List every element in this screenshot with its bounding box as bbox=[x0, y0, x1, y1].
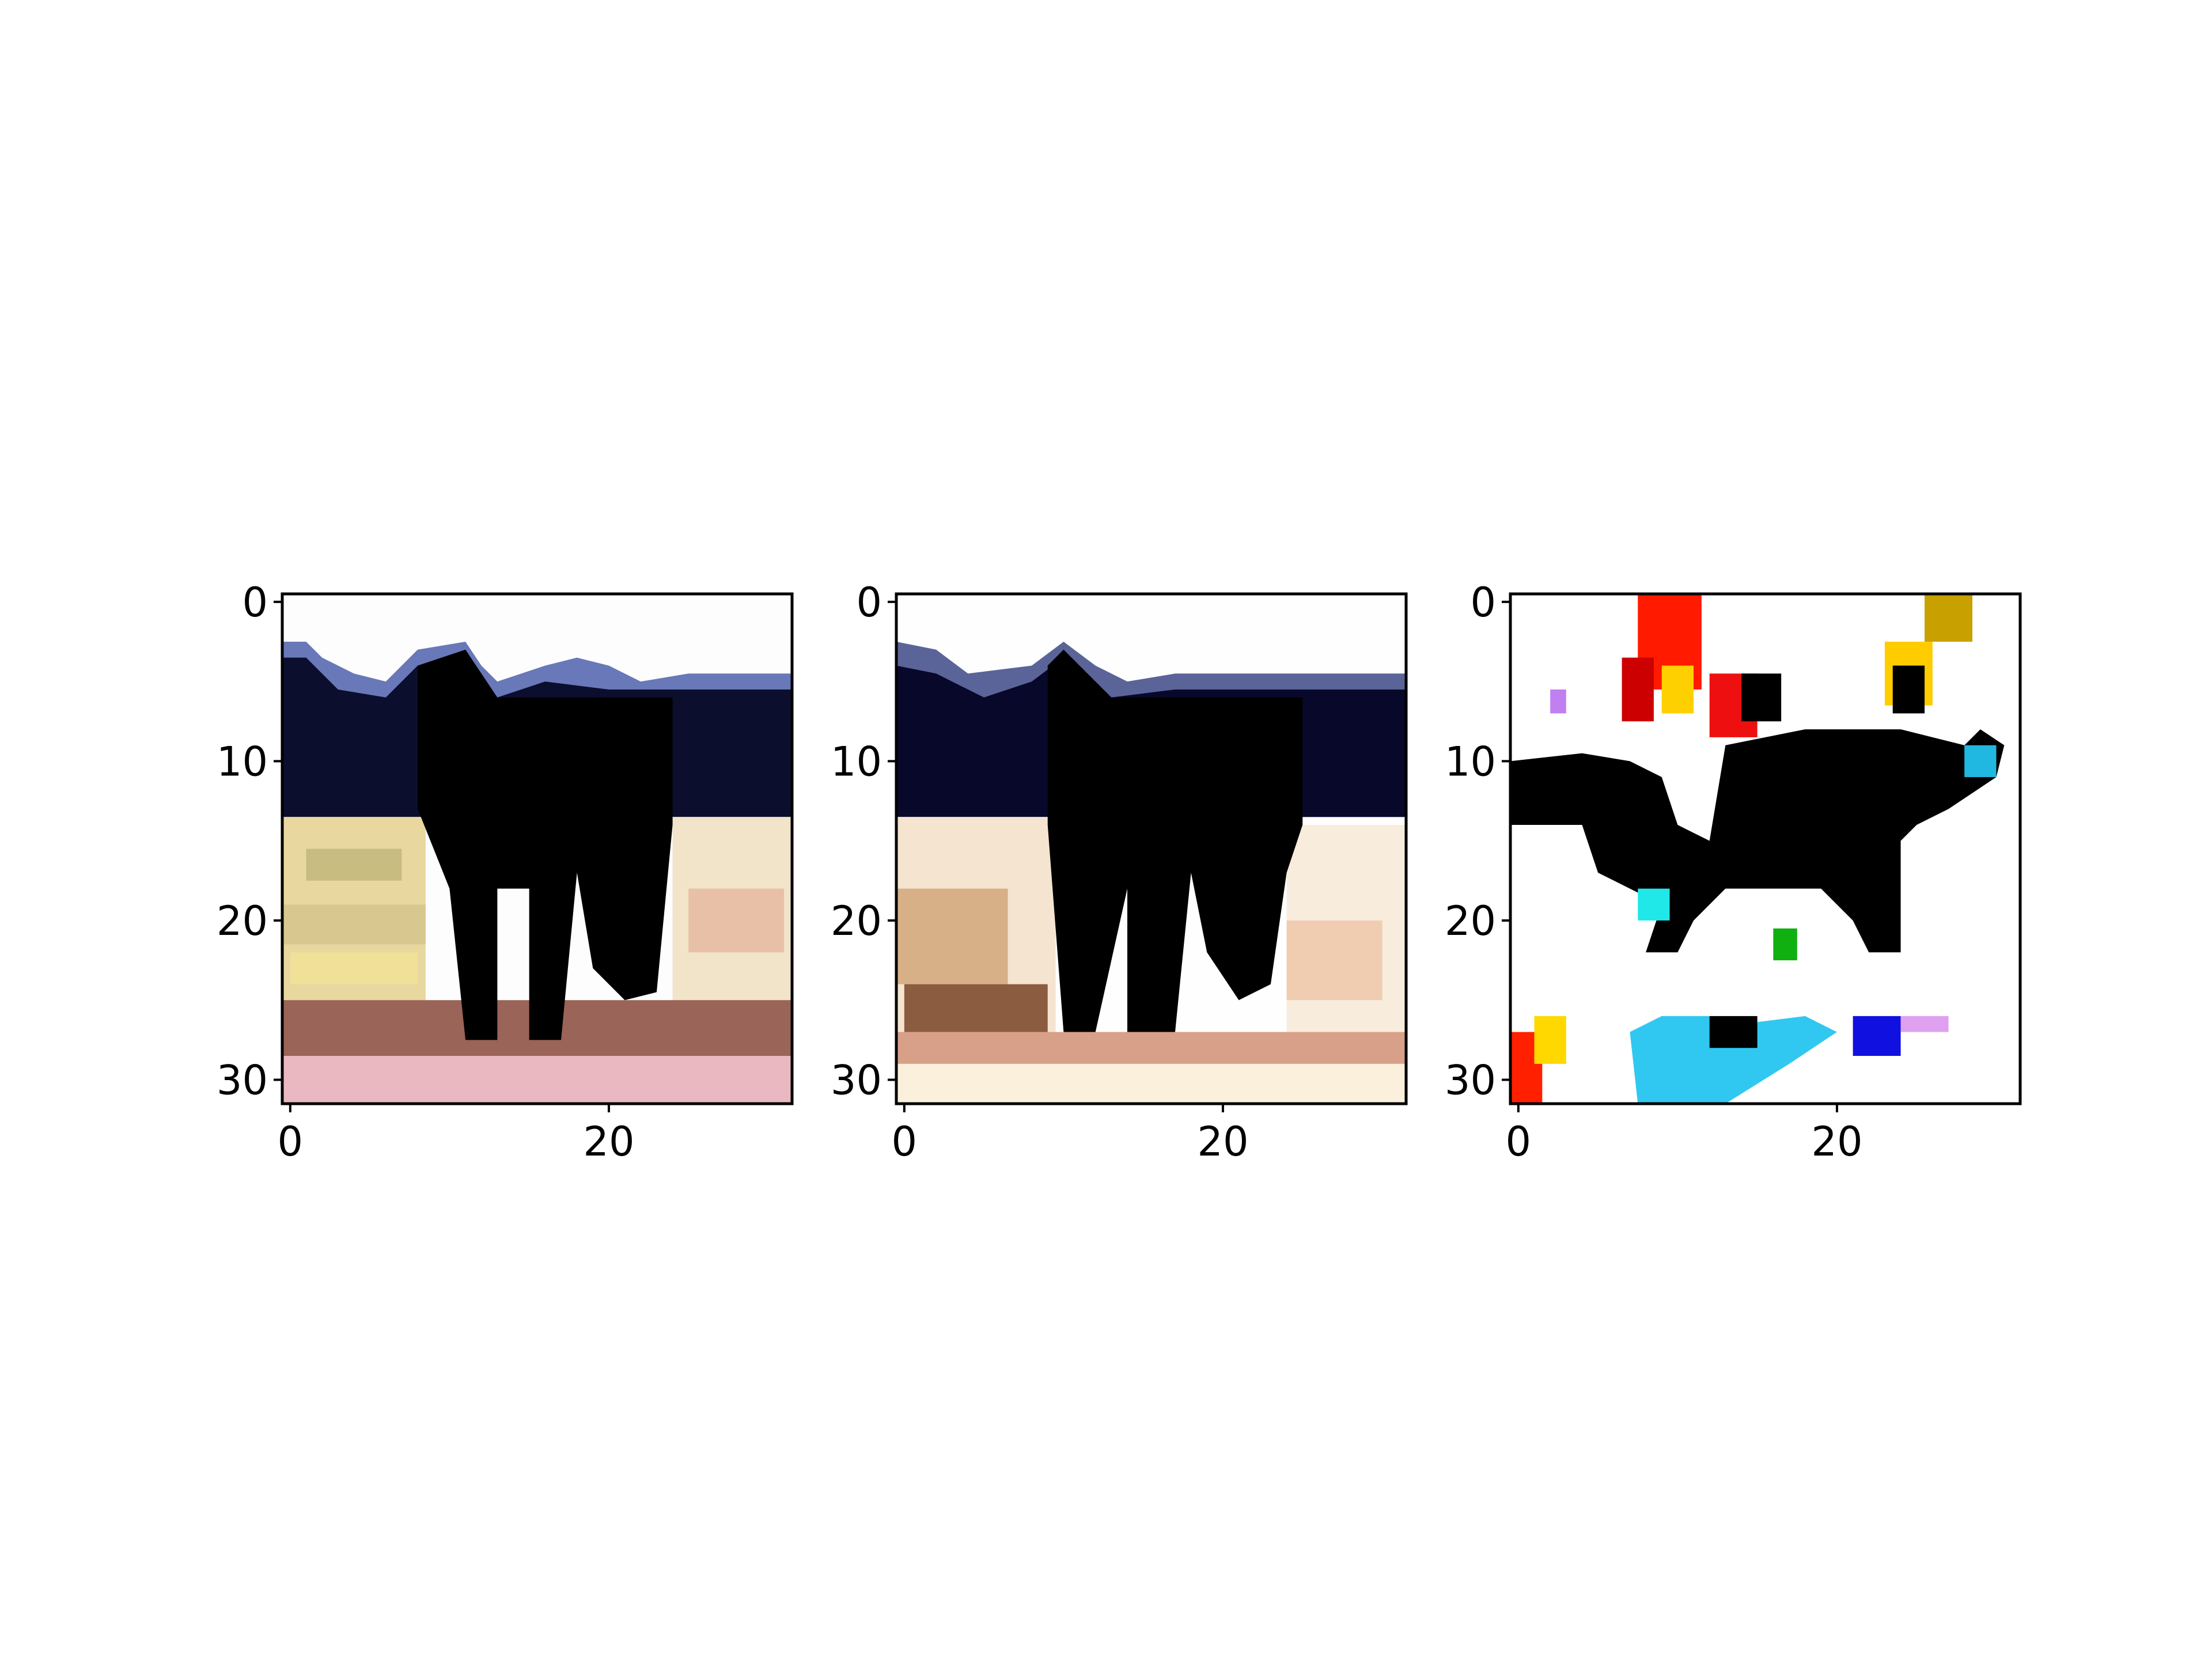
image bbox=[1510, 594, 2020, 1104]
x-tick-label: 20 bbox=[1811, 1118, 1862, 1165]
y-tick-label: 20 bbox=[831, 897, 882, 945]
axes-frame bbox=[895, 592, 1408, 1105]
y-tick-label: 0 bbox=[242, 579, 268, 626]
y-tick-label: 30 bbox=[831, 1057, 882, 1104]
image bbox=[896, 594, 1406, 1104]
y-tick-label: 20 bbox=[217, 897, 268, 945]
y-tick-label: 10 bbox=[831, 738, 882, 785]
y-tick-label: 10 bbox=[217, 738, 268, 785]
y-tick-label: 20 bbox=[1445, 897, 1496, 945]
x-tick-label: 20 bbox=[583, 1118, 634, 1165]
y-tick-label: 30 bbox=[1445, 1057, 1496, 1104]
y-tick-label: 0 bbox=[1470, 579, 1496, 626]
x-tick-label: 0 bbox=[278, 1118, 304, 1165]
axes-frame bbox=[281, 592, 794, 1105]
image bbox=[282, 594, 792, 1104]
x-tick-label: 20 bbox=[1197, 1118, 1248, 1165]
y-tick-label: 10 bbox=[1445, 738, 1496, 785]
x-tick-label: 0 bbox=[1506, 1118, 1532, 1165]
axes-frame bbox=[1509, 592, 2022, 1105]
x-tick-label: 0 bbox=[892, 1118, 918, 1165]
y-tick-label: 0 bbox=[856, 579, 882, 626]
y-tick-label: 30 bbox=[217, 1057, 268, 1104]
